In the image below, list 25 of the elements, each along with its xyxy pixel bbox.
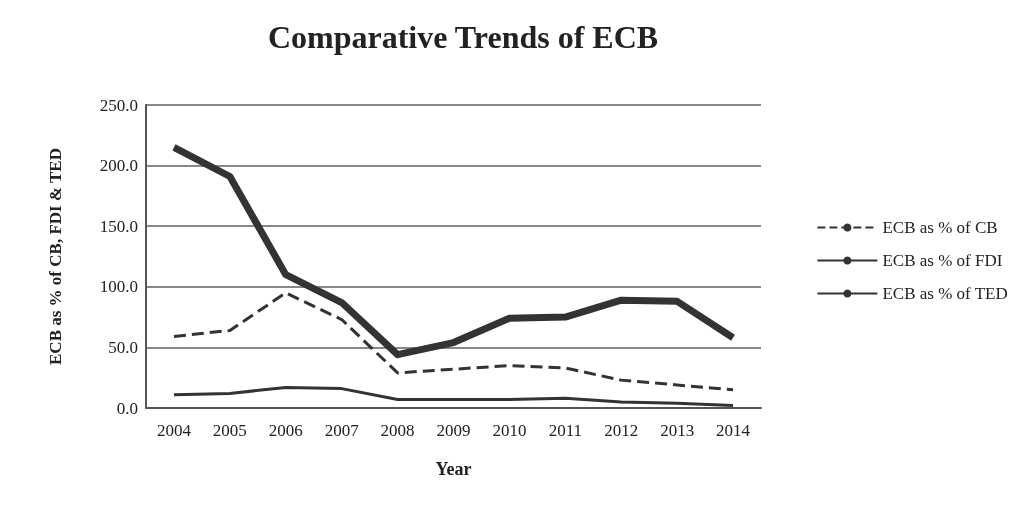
x-tick-label: 2005 (212, 421, 247, 440)
y-axis-title: ECB as % of CB, FDI & TED (46, 148, 65, 365)
x-axis-title: Year (435, 459, 472, 479)
y-tick-label: 50.0 (108, 337, 138, 357)
x-tick-label: 2010 (492, 421, 527, 440)
y-tick-label: 200.0 (99, 156, 138, 176)
x-tick-label: 2013 (660, 421, 695, 440)
legend-label: ECB as % of TED (882, 284, 1008, 303)
line-series (172, 385, 735, 408)
x-tick-label: 2009 (436, 421, 471, 440)
x-tick-label: 2007 (324, 421, 360, 440)
x-tick-label: 2014 (716, 421, 751, 440)
x-tick-label: 2004 (156, 421, 192, 440)
chart-title: Comparative Trends of ECB (267, 19, 659, 55)
x-tick-label: 2011 (548, 421, 583, 440)
x-tick-label: 2006 (268, 421, 303, 440)
y-tick-label: 100.0 (99, 277, 138, 297)
legend-label: ECB as % of CB (882, 218, 998, 237)
x-tick-label: 2008 (380, 421, 415, 440)
y-tick-label: 250.0 (99, 95, 138, 115)
y-tick-label: 0.0 (116, 398, 138, 418)
legend-label: ECB as % of FDI (882, 251, 1003, 270)
y-tick-label: 150.0 (99, 216, 138, 236)
x-tick-label: 2012 (604, 421, 639, 440)
line-series (172, 291, 735, 392)
